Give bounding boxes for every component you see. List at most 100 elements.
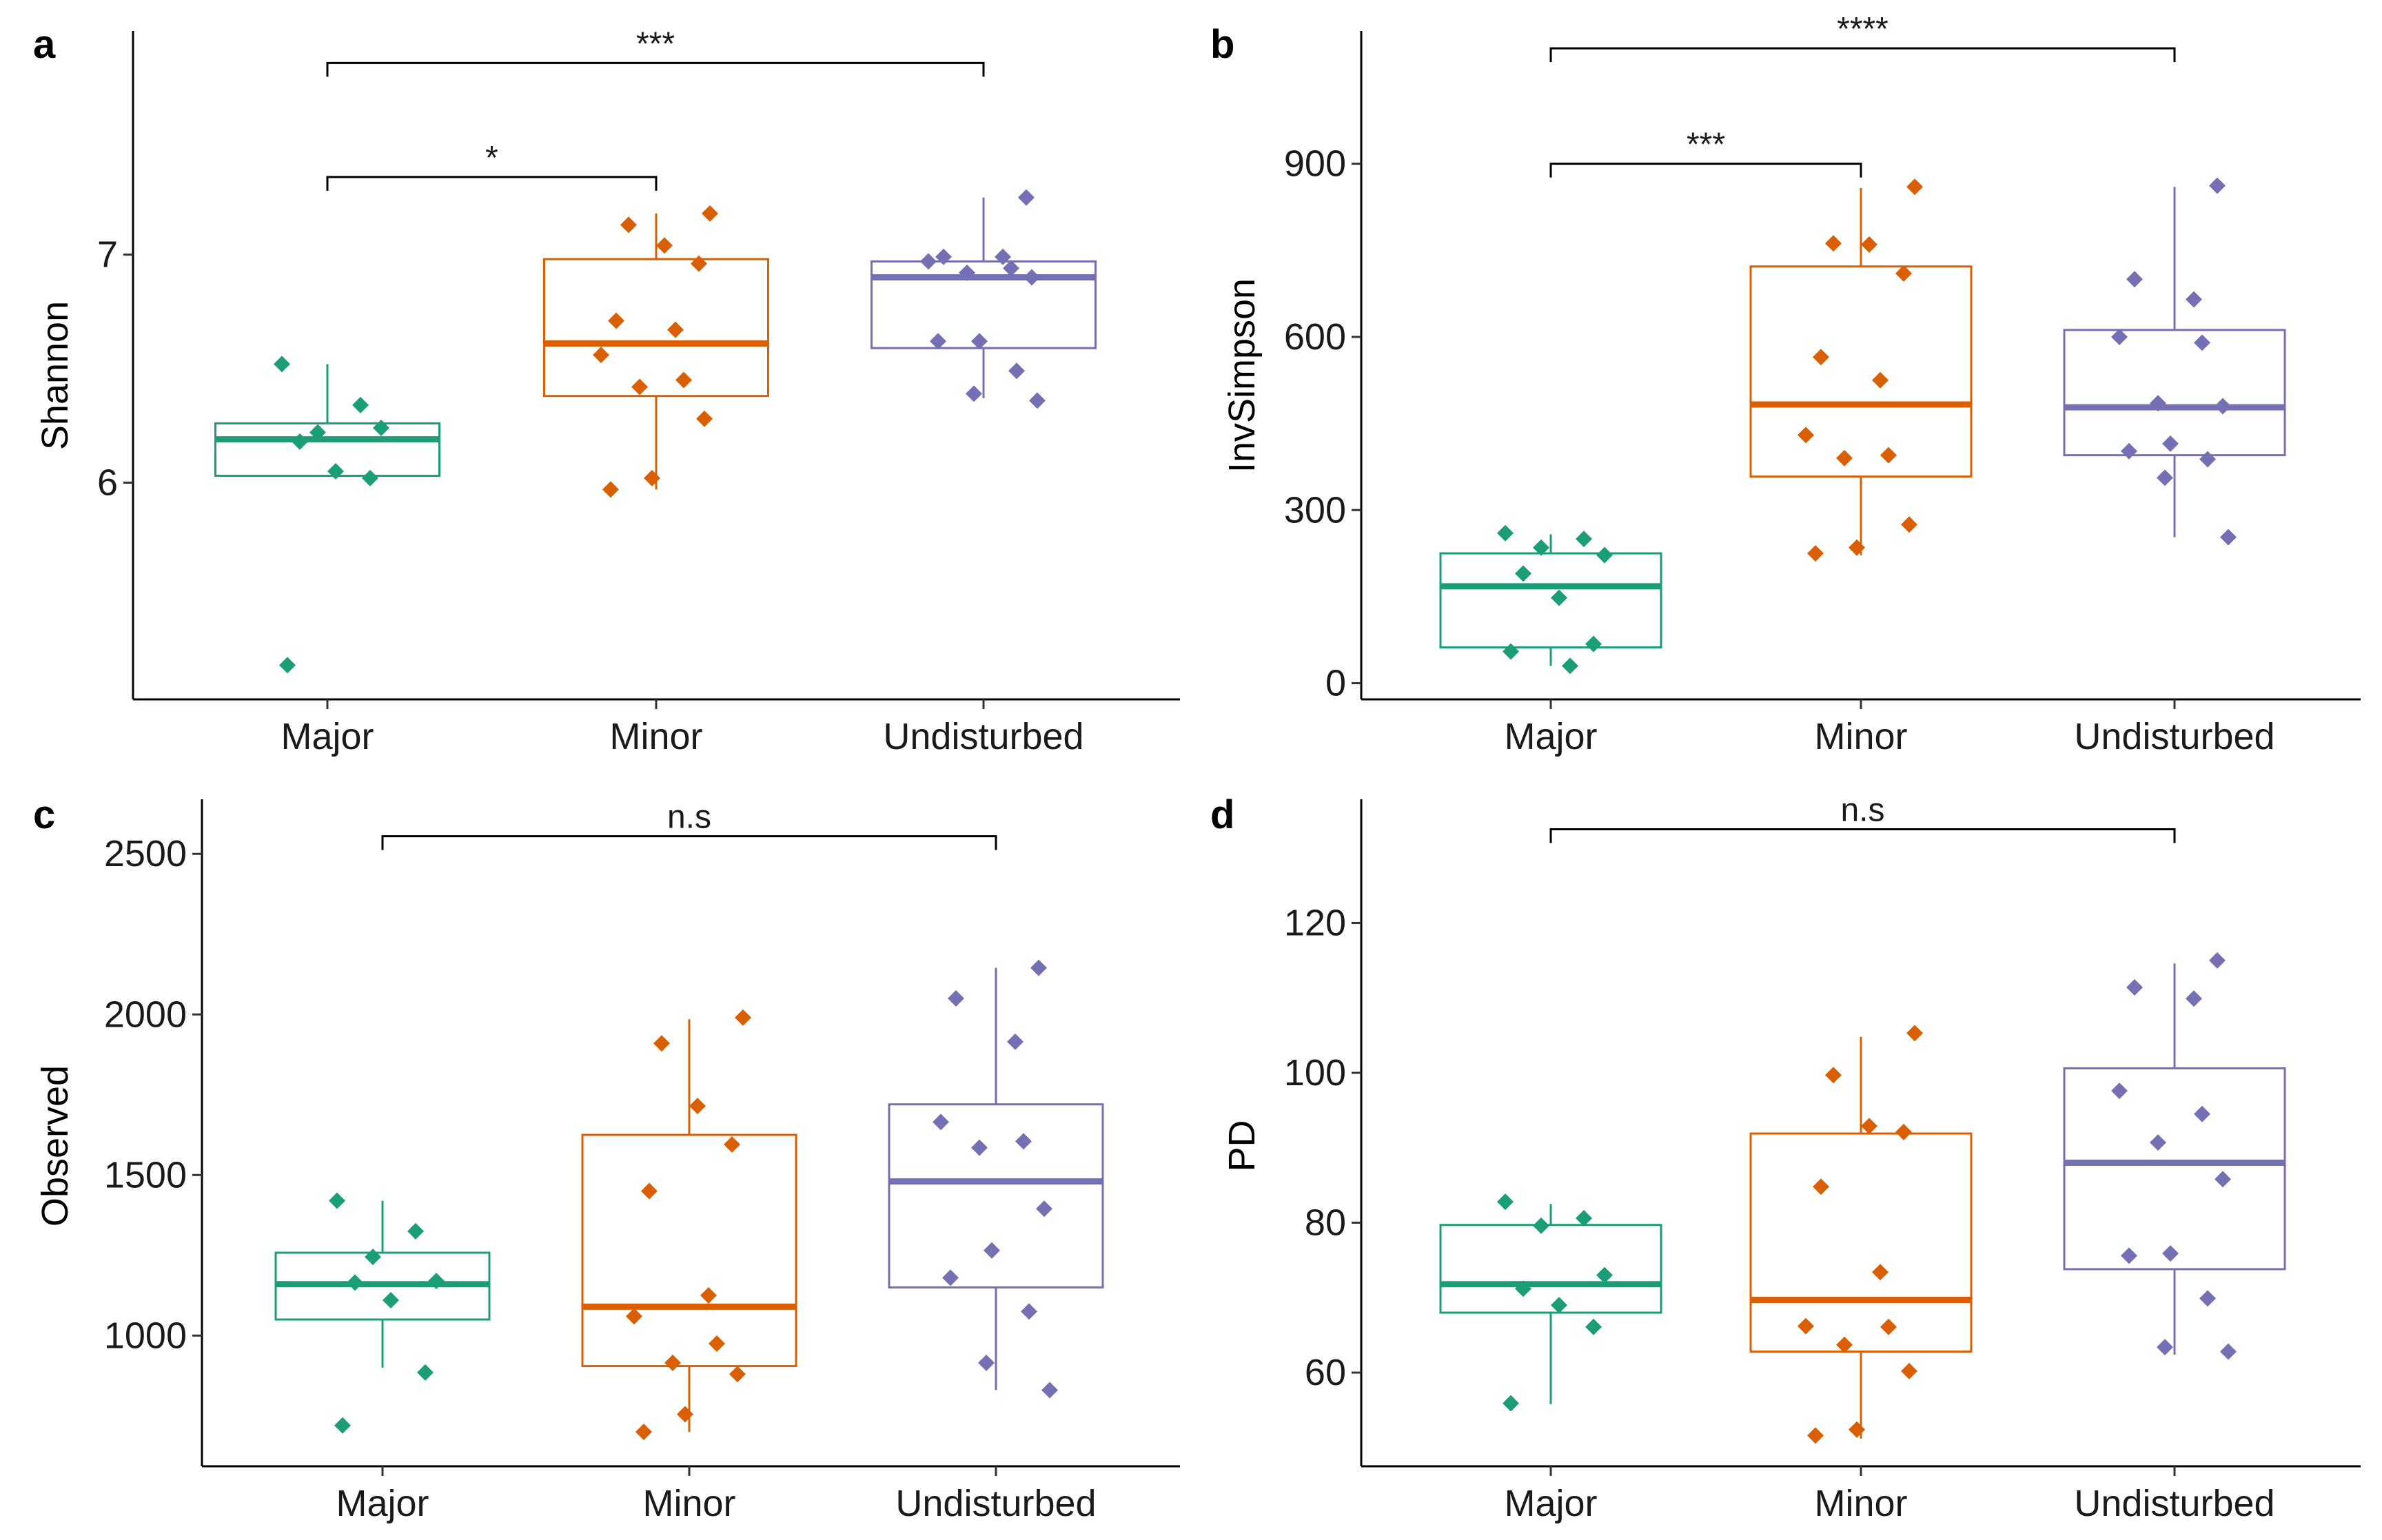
- data-point: [2215, 1171, 2231, 1188]
- y-tick-label: 6: [97, 462, 118, 503]
- data-point: [667, 321, 684, 338]
- data-point: [675, 371, 692, 389]
- data-point: [1008, 362, 1025, 380]
- data-point: [677, 1406, 693, 1423]
- x-tick-label: Undisturbed: [895, 1483, 1096, 1524]
- data-point: [1515, 565, 1531, 582]
- y-tick-label: 0: [1325, 663, 1346, 704]
- box-iqr: [1749, 1132, 1973, 1353]
- significance-label: ***: [636, 25, 675, 62]
- data-point: [1503, 643, 1519, 660]
- data-point: [1576, 1209, 1592, 1226]
- data-point: [948, 989, 964, 1007]
- data-point: [1861, 1118, 1877, 1135]
- data-point: [1497, 1193, 1514, 1211]
- data-point: [1807, 545, 1824, 562]
- data-point: [2220, 1343, 2237, 1360]
- x-tick-label: Minor: [609, 716, 702, 757]
- box-iqr: [2063, 329, 2286, 457]
- data-point: [971, 333, 988, 350]
- data-point: [329, 1192, 345, 1209]
- data-point: [2194, 1105, 2210, 1122]
- x-tick-label: Undisturbed: [883, 716, 1083, 757]
- significance-bracket: [326, 61, 985, 77]
- significance-bracket: [1549, 47, 2176, 63]
- data-point: [1036, 1200, 1052, 1218]
- panel-letter-a: a: [33, 22, 56, 67]
- data-point: [1515, 1280, 1531, 1297]
- significance-bracket: [1549, 163, 1862, 178]
- data-point: [1807, 1427, 1824, 1444]
- data-point: [1895, 265, 1912, 282]
- box-iqr: [214, 422, 440, 478]
- box-iqr: [1439, 1224, 1662, 1314]
- data-point: [1497, 524, 1514, 542]
- data-point: [428, 1273, 445, 1290]
- data-point: [1021, 1303, 1037, 1320]
- data-point: [1003, 260, 1019, 277]
- data-point: [1825, 235, 1842, 252]
- y-tick-label: 2000: [104, 994, 187, 1035]
- y-tick-label: 1500: [104, 1154, 187, 1195]
- data-point: [1596, 546, 1613, 564]
- data-point: [1007, 1033, 1024, 1050]
- data-point: [2220, 528, 2237, 546]
- data-point: [2194, 334, 2210, 351]
- data-point: [1880, 1318, 1897, 1335]
- data-point: [1562, 657, 1578, 675]
- y-tick-label: 100: [1284, 1052, 1346, 1094]
- data-point: [735, 1009, 751, 1026]
- data-point: [1849, 539, 1865, 556]
- data-point: [1024, 269, 1040, 286]
- data-point: [2150, 395, 2166, 412]
- data-point: [2199, 1290, 2216, 1307]
- data-point: [608, 312, 624, 329]
- panel-b: b InvSimpson 0 300 600 900 Major Minor Undistu…: [1210, 11, 2361, 757]
- box-iqr: [581, 1133, 797, 1368]
- significance-label: n.s: [1840, 792, 1884, 829]
- data-point: [2126, 271, 2143, 288]
- data-point: [709, 1335, 725, 1352]
- y-tick-label: 900: [1284, 143, 1346, 185]
- data-point: [2157, 1339, 2173, 1356]
- y-tick-label: 80: [1305, 1202, 1346, 1244]
- data-point: [1576, 531, 1592, 548]
- data-point: [1030, 959, 1047, 976]
- data-point: [1906, 178, 1923, 196]
- data-point: [635, 1424, 652, 1441]
- data-point: [292, 433, 308, 450]
- data-point: [334, 1417, 351, 1434]
- data-point: [2111, 1082, 2128, 1100]
- data-point: [653, 1035, 670, 1052]
- x-tick-label: Undisturbed: [2074, 1483, 2274, 1524]
- data-point: [664, 1354, 681, 1371]
- data-point: [2209, 952, 2226, 969]
- data-point: [930, 333, 946, 350]
- data-point: [641, 1182, 658, 1200]
- data-point: [1880, 446, 1897, 464]
- data-point: [1015, 1133, 1032, 1150]
- data-point: [1533, 539, 1549, 556]
- data-point: [631, 378, 648, 396]
- y-tick-label: 7: [97, 234, 118, 275]
- panel-letter-d: d: [1210, 792, 1234, 837]
- significance-bracket: [1549, 828, 2176, 843]
- data-point: [966, 385, 982, 402]
- x-tick-label: Minor: [1814, 1483, 1907, 1524]
- panel-d: d PD 60 80 100 120 Major Minor Undisturbed n.s: [1210, 792, 2361, 1524]
- data-point: [2150, 1134, 2166, 1151]
- y-tick-label: 600: [1284, 316, 1346, 358]
- data-point: [984, 1242, 1000, 1259]
- data-point: [696, 410, 713, 427]
- data-point: [1585, 635, 1602, 653]
- significance-bracket: [326, 176, 658, 191]
- data-point: [1825, 1067, 1842, 1084]
- x-tick-label: Undisturbed: [2074, 716, 2274, 757]
- panel-letter-b: b: [1210, 22, 1234, 67]
- data-point: [347, 1274, 363, 1291]
- box-iqr: [1749, 265, 1973, 478]
- data-point: [689, 1098, 706, 1115]
- data-point: [1836, 449, 1853, 466]
- data-point: [2121, 442, 2137, 460]
- y-axis-title-c: Observed: [34, 1065, 76, 1226]
